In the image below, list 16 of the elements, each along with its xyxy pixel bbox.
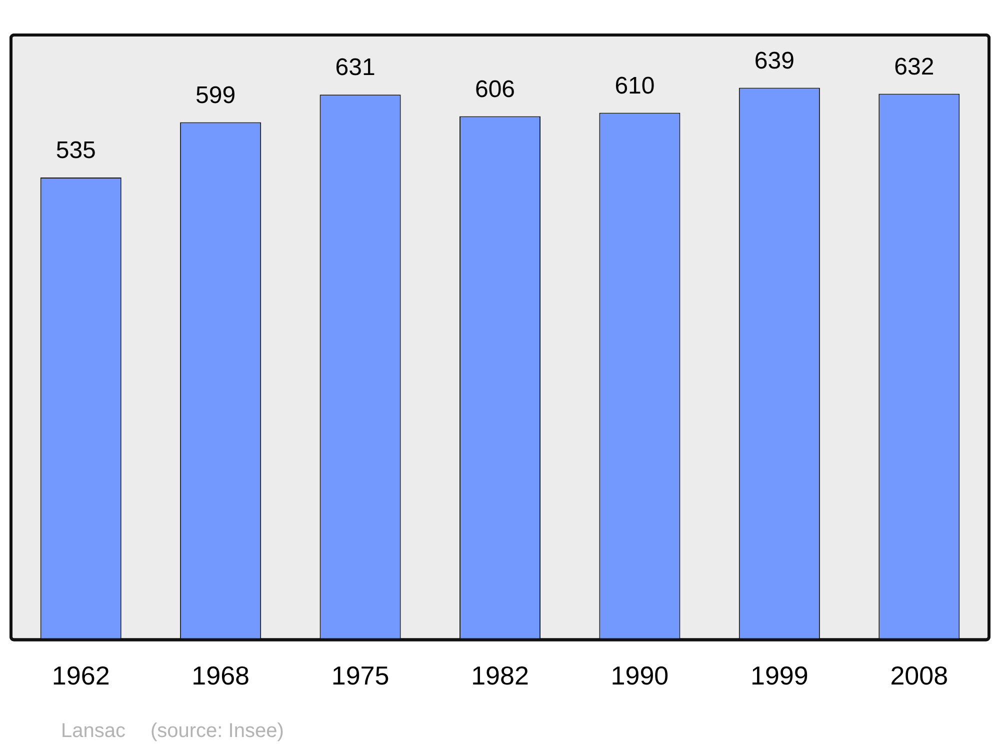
x-tick-label: 1968 [192, 660, 250, 691]
text: (source: Insee) [150, 720, 284, 742]
x-tick-label: 1999 [750, 660, 808, 691]
x-tick-label: 2008 [890, 660, 948, 691]
data-label: 610 [614, 72, 655, 100]
data-label: 631 [335, 54, 376, 82]
data-label: 632 [894, 53, 934, 80]
x-tick-label: 1982 [471, 660, 529, 691]
text: Lansac [61, 720, 126, 742]
x-tick-label: 1962 [52, 660, 110, 691]
x-tick-label: 1975 [331, 660, 390, 691]
data-label: 599 [196, 82, 236, 109]
data-label: 606 [474, 76, 516, 103]
x-tick-label: 1990 [610, 660, 669, 691]
data-label: 535 [56, 137, 96, 164]
data-label: 639 [754, 47, 794, 74]
